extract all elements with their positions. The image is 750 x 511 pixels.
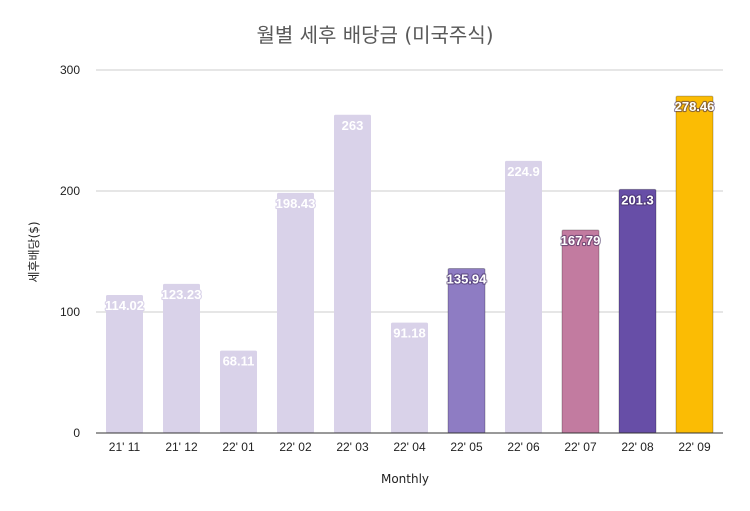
bar [391,322,428,433]
y-tick-label: 100 [60,305,80,319]
y-axis-ticks: 0 100 200 300 [60,63,80,440]
data-label: 201.3 [621,192,654,207]
bar [106,295,143,433]
y-tick-label: 0 [73,426,80,440]
data-label: 198.43 [276,196,316,211]
x-axis-ticks: 21' 11 21' 12 22' 01 22' 02 22' 03 22' 04 22' … [109,440,711,454]
data-label: 278.46 [675,99,715,114]
x-tick-label: 22' 07 [564,440,597,454]
bar [675,95,714,434]
bars [106,95,714,434]
data-label: 91.18 [393,326,426,341]
data-label: 224.9 [507,164,540,179]
bar [334,114,371,434]
y-tick-label: 300 [60,63,80,77]
x-tick-label: 22' 03 [336,440,369,454]
bar [618,188,657,434]
data-label: 135.94 [447,272,488,287]
gridlines [96,69,723,313]
data-label: 114.02 [105,298,144,313]
x-tick-label: 22' 05 [450,440,483,454]
x-tick-label: 21' 12 [165,440,198,454]
x-tick-label: 22' 09 [678,440,711,454]
x-axis-label: Monthly [381,472,429,486]
x-tick-label: 22' 01 [222,440,255,454]
bar [505,160,542,433]
bar [277,192,314,433]
data-labels: 114.02 123.23 68.11 198.43 263 91.18 135.94 224… [104,98,716,370]
bar [447,268,486,434]
data-label: 263 [342,118,364,133]
x-tick-label: 21' 11 [109,440,141,454]
y-tick-label: 200 [60,184,80,198]
bar [163,283,200,433]
bar [561,229,600,434]
y-axis-label: 세후배당($) [27,221,41,282]
bar [220,350,257,433]
x-tick-label: 22' 08 [621,440,654,454]
x-tick-label: 22' 02 [279,440,312,454]
data-label: 123.23 [162,287,202,302]
data-label: 68.11 [223,354,255,369]
chart-title: 월별 세후 배당금 (미국주식) [256,23,493,47]
x-tick-label: 22' 06 [507,440,540,454]
x-tick-label: 22' 04 [393,440,426,454]
data-label: 167.79 [561,233,601,248]
